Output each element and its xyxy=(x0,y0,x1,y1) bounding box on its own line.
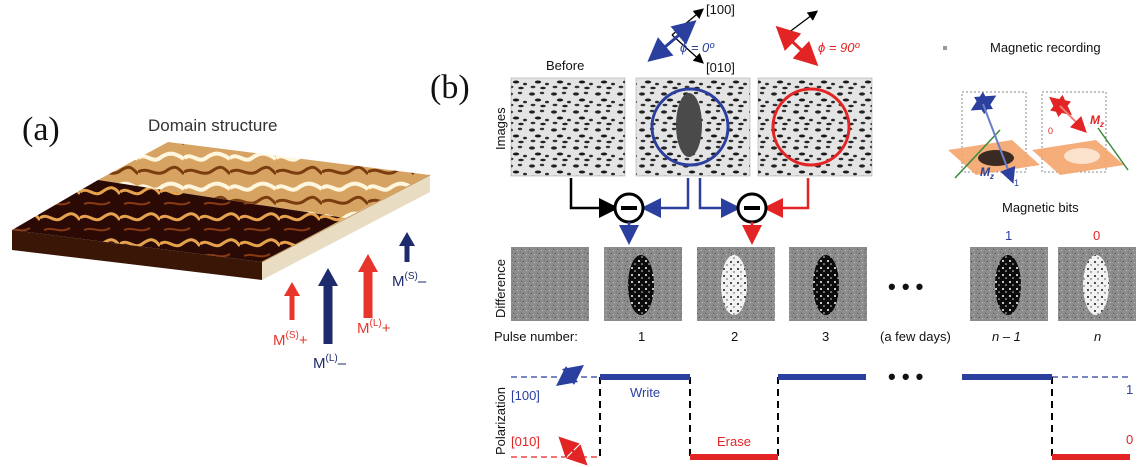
bit-value-one: 1 xyxy=(1005,228,1012,243)
ml-plus-label: M(L)+ xyxy=(357,318,391,337)
diff-before xyxy=(511,247,589,321)
write-label: Write xyxy=(630,385,660,400)
ms-minus-label: M(S)– xyxy=(392,271,427,290)
bit-small-label-right: 0 xyxy=(1048,126,1053,136)
slab-top-dark xyxy=(12,180,345,262)
pulse-n-bar xyxy=(1052,454,1130,460)
before-label: Before xyxy=(546,58,584,73)
phi-0-arrow xyxy=(647,20,697,62)
pulse-n-minus-1: n – 1 xyxy=(992,329,1021,344)
crystal-axes-indicator: [100] [010] ϕ = 0º ϕ = 90º xyxy=(647,2,861,75)
erase-pulse-bar xyxy=(690,454,778,460)
image-before xyxy=(510,77,626,177)
slab-top-bright xyxy=(98,142,430,218)
waveform-ellipsis: • • • xyxy=(888,364,923,389)
slab-side-front xyxy=(12,230,262,280)
image-phi-90 xyxy=(757,77,873,177)
pulse-n-minus-1-bar xyxy=(962,374,1052,380)
axis-010-label: [010] xyxy=(706,60,735,75)
panel-a-label: (a) xyxy=(22,111,60,148)
diff-ellipsis: • • • xyxy=(888,274,923,299)
panel-a: (a) Domain structure M(S)+ M(L)– M(L)+ xyxy=(12,111,431,372)
ml-minus-label: M(L)– xyxy=(313,353,347,372)
erase-label: Erase xyxy=(717,434,751,449)
panel-b: (b) [100] [010] ϕ = 0º ϕ = 90º Before Im… xyxy=(430,2,1136,466)
difference-row-label: Difference xyxy=(493,259,508,318)
panel-a-title: Domain structure xyxy=(148,116,277,135)
written-domain xyxy=(676,93,702,157)
pulse-number-label: Pulse number: xyxy=(494,329,578,344)
phi-90-label: ϕ = 90º xyxy=(818,40,861,55)
mz-label-left: Mz xyxy=(980,165,994,181)
pol-100-label: [100] xyxy=(511,388,540,403)
blue-circle-marker xyxy=(650,87,730,167)
subtraction-connectors xyxy=(569,178,810,245)
magnetic-bits-label: Magnetic bits xyxy=(1002,200,1079,215)
write-pulse-bar xyxy=(600,374,690,380)
magnetic-recording-title: Magnetic recording xyxy=(990,40,1101,55)
phi-0-label: ϕ = 0º xyxy=(680,40,715,55)
pol-right-top-label: 1 xyxy=(1126,382,1133,397)
red-circle-marker xyxy=(771,87,851,167)
images-row-label: Images xyxy=(493,107,508,150)
pulse-few-days: (a few days) xyxy=(880,329,951,344)
pol-right-bottom-label: 0 xyxy=(1126,432,1133,447)
bit-value-zero: 0 xyxy=(1093,228,1100,243)
pulse-n: n xyxy=(1094,329,1101,344)
slab-side-right xyxy=(262,175,430,280)
ms-plus-label: M(S)+ xyxy=(273,330,308,349)
magnetic-recording-inset: Magnetic recording Mz Mz 1 0 Magnetic bi… xyxy=(943,40,1129,215)
pol-010-label: [010] xyxy=(511,434,540,449)
axis-100-label: [100] xyxy=(706,2,735,17)
domain-structure-slab xyxy=(12,142,431,280)
pulse-2: 2 xyxy=(731,329,738,344)
pulse-3-bar xyxy=(778,374,866,380)
panel-b-label: (b) xyxy=(430,69,470,106)
polarization-row-label: Polarization xyxy=(493,387,508,455)
phi-90-arrow xyxy=(775,25,819,67)
polarization-waveform xyxy=(599,377,1053,457)
pulse-3: 3 xyxy=(822,329,829,344)
bit-small-label-left: 1 xyxy=(1014,178,1019,188)
pulse-1: 1 xyxy=(638,329,645,344)
mz-label-right: Mz xyxy=(1090,113,1104,129)
